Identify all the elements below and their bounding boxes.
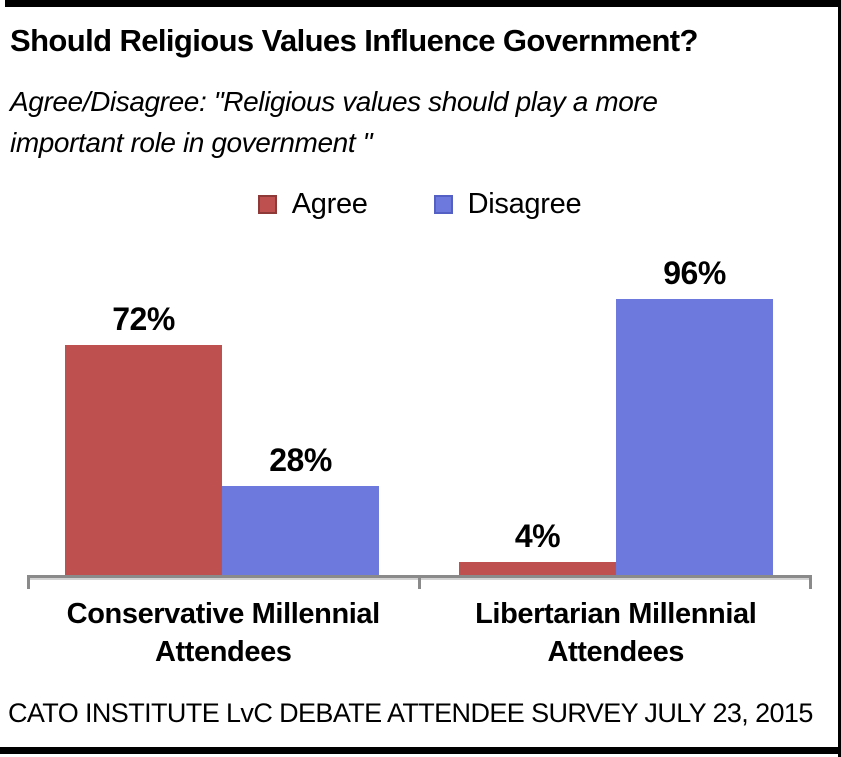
value-label-agree-conservative: 72% [112,300,175,337]
category-label-line: Attendees [154,636,292,669]
bar-column-disagree-libertarian: 96% [616,255,773,576]
category-label-line: Libertarian Millennial [475,598,757,631]
bar-disagree-conservative [222,485,379,576]
category-label-conservative: Conservative Millennial Attendees [27,595,420,671]
axis-tick-left [27,575,30,590]
category-label-libertarian: Libertarian Millennial Attendees [420,595,813,671]
axis-tick-right [809,575,812,590]
chart-title: Should Religious Values Influence Govern… [10,23,698,58]
category-label-line: Attendees [547,636,685,669]
legend-label-agree: Agree [291,188,368,221]
legend-label-disagree: Disagree [467,188,582,221]
legend-swatch-agree [257,195,277,215]
frame-border-bottom [0,747,841,754]
value-label-disagree-libertarian: 96% [663,255,726,292]
frame-border-right [838,0,841,757]
chart-subtitle: Agree/Disagree: "Religious values should… [10,86,658,159]
bar-column-disagree-conservative: 28% [222,255,379,576]
plot-area: 72% 28% 4% 96% [27,255,812,576]
legend-swatch-disagree [433,195,453,215]
value-label-agree-libertarian: 4% [514,518,561,555]
source-note: CATO INSTITUTE LvC DEBATE ATTENDEE SURVE… [8,698,813,729]
bar-group-libertarian: 4% 96% [459,255,773,576]
x-axis-line [27,575,812,590]
legend-item-agree: Agree [257,188,368,221]
chart-area: 72% 28% 4% 96% [27,255,812,590]
category-axis-labels: Conservative Millennial Attendees Libert… [27,595,812,671]
category-label-line: Conservative Millennial [66,598,381,631]
bar-column-agree-conservative: 72% [65,255,222,576]
axis-tick-middle [418,575,421,590]
bar-group-conservative: 72% 28% [65,255,379,576]
bar-agree-conservative [65,344,222,576]
value-label-disagree-conservative: 28% [269,441,332,478]
bar-agree-libertarian [459,562,616,576]
bar-disagree-libertarian [616,299,773,576]
bar-column-agree-libertarian: 4% [459,255,616,576]
legend: Agree Disagree [27,188,812,221]
legend-item-disagree: Disagree [433,188,582,221]
frame-border-top [5,0,841,7]
